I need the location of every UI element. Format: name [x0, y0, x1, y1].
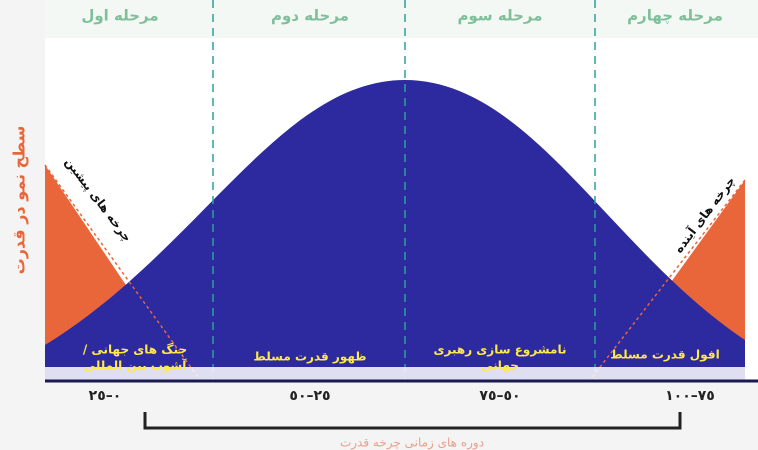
region-label: نامشروع سازی رهبری	[434, 343, 567, 358]
period-bracket	[143, 412, 682, 430]
period-label: ٧٥–١٠٠	[665, 388, 715, 404]
region-label: جهانی	[481, 359, 519, 373]
previous-trend	[44, 164, 201, 381]
future-trend	[589, 179, 746, 381]
bracket-label: دوره های زمانی چرخه قدرت	[340, 436, 484, 450]
region-label: افول قدرت مسلط	[610, 348, 719, 363]
phase-label: مرحله دوم	[271, 7, 349, 25]
phase-label: مرحله اول	[81, 7, 158, 25]
phase-band	[45, 0, 758, 38]
period-label: ٥٠–٧٥	[479, 388, 520, 404]
axis-band	[45, 367, 758, 381]
y-axis-label: سطح نمو در قدرت	[10, 126, 29, 275]
region-label: ظهور قدرت مسلط	[253, 350, 366, 365]
period-label: ٢٥–٥٠	[289, 388, 330, 404]
phase-label: مرحله چهارم	[627, 7, 723, 26]
region-label: جنگ های جهانی /	[83, 343, 187, 357]
power-curve	[45, 80, 745, 380]
region-label: آشوب بین المللی	[84, 358, 188, 374]
phase-label: مرحله سوم	[457, 7, 542, 25]
period-label: ٠–٢٥	[89, 388, 122, 404]
